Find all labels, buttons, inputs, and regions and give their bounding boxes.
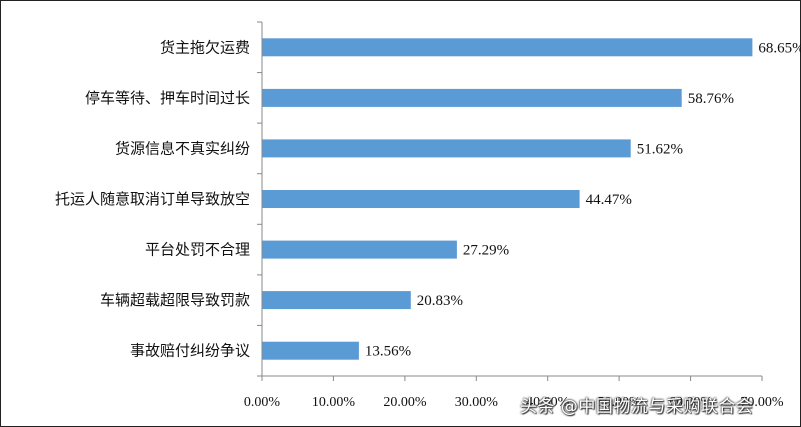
bar: [262, 190, 580, 208]
category-label: 车辆超载超限导致罚款: [100, 291, 250, 309]
bar: [262, 139, 631, 158]
value-label: 27.29%: [463, 243, 509, 259]
bar: [262, 88, 682, 107]
x-tick-label: 40.00%: [526, 395, 570, 410]
value-label: 44.47%: [586, 192, 632, 208]
x-tick-label: 50.00%: [598, 395, 642, 410]
bar: [262, 291, 411, 310]
x-tick-label: 20.00%: [383, 395, 427, 410]
value-label: 58.76%: [688, 91, 734, 107]
watermark: 头条 @中国物流与采购联合会: [520, 397, 754, 417]
category-label: 平台处罚不合理: [145, 241, 250, 259]
axes-group: [257, 21, 763, 381]
category-label: 托运人随意取消订单导致放空: [55, 190, 250, 208]
category-label: 货源信息不真实纠纷: [115, 139, 250, 157]
value-label: 51.62%: [637, 141, 683, 157]
bar: [262, 341, 359, 360]
labels-group: 货主拖欠运费 68.65% 停车等待、押车时间过长 58.76% 货源信息不真实纠纷 51…: [55, 38, 801, 410]
value-label: 20.83%: [417, 293, 463, 309]
value-label: 68.65%: [758, 40, 801, 56]
category-label: 停车等待、押车时间过长: [85, 89, 250, 107]
bar: [262, 38, 753, 57]
bar: [262, 240, 457, 259]
value-label: 13.56%: [365, 344, 411, 360]
category-label: 事故赔付纠纷争议: [130, 342, 250, 360]
x-tick-label: 60.00%: [669, 395, 713, 410]
bars-group: [262, 38, 753, 360]
x-tick-label: 30.00%: [455, 395, 499, 410]
x-tick-label: 70.00%: [740, 395, 784, 410]
x-tick-label: 0.00%: [244, 395, 281, 410]
category-label: 货主拖欠运费: [160, 38, 250, 56]
x-tick-label: 10.00%: [312, 395, 356, 410]
